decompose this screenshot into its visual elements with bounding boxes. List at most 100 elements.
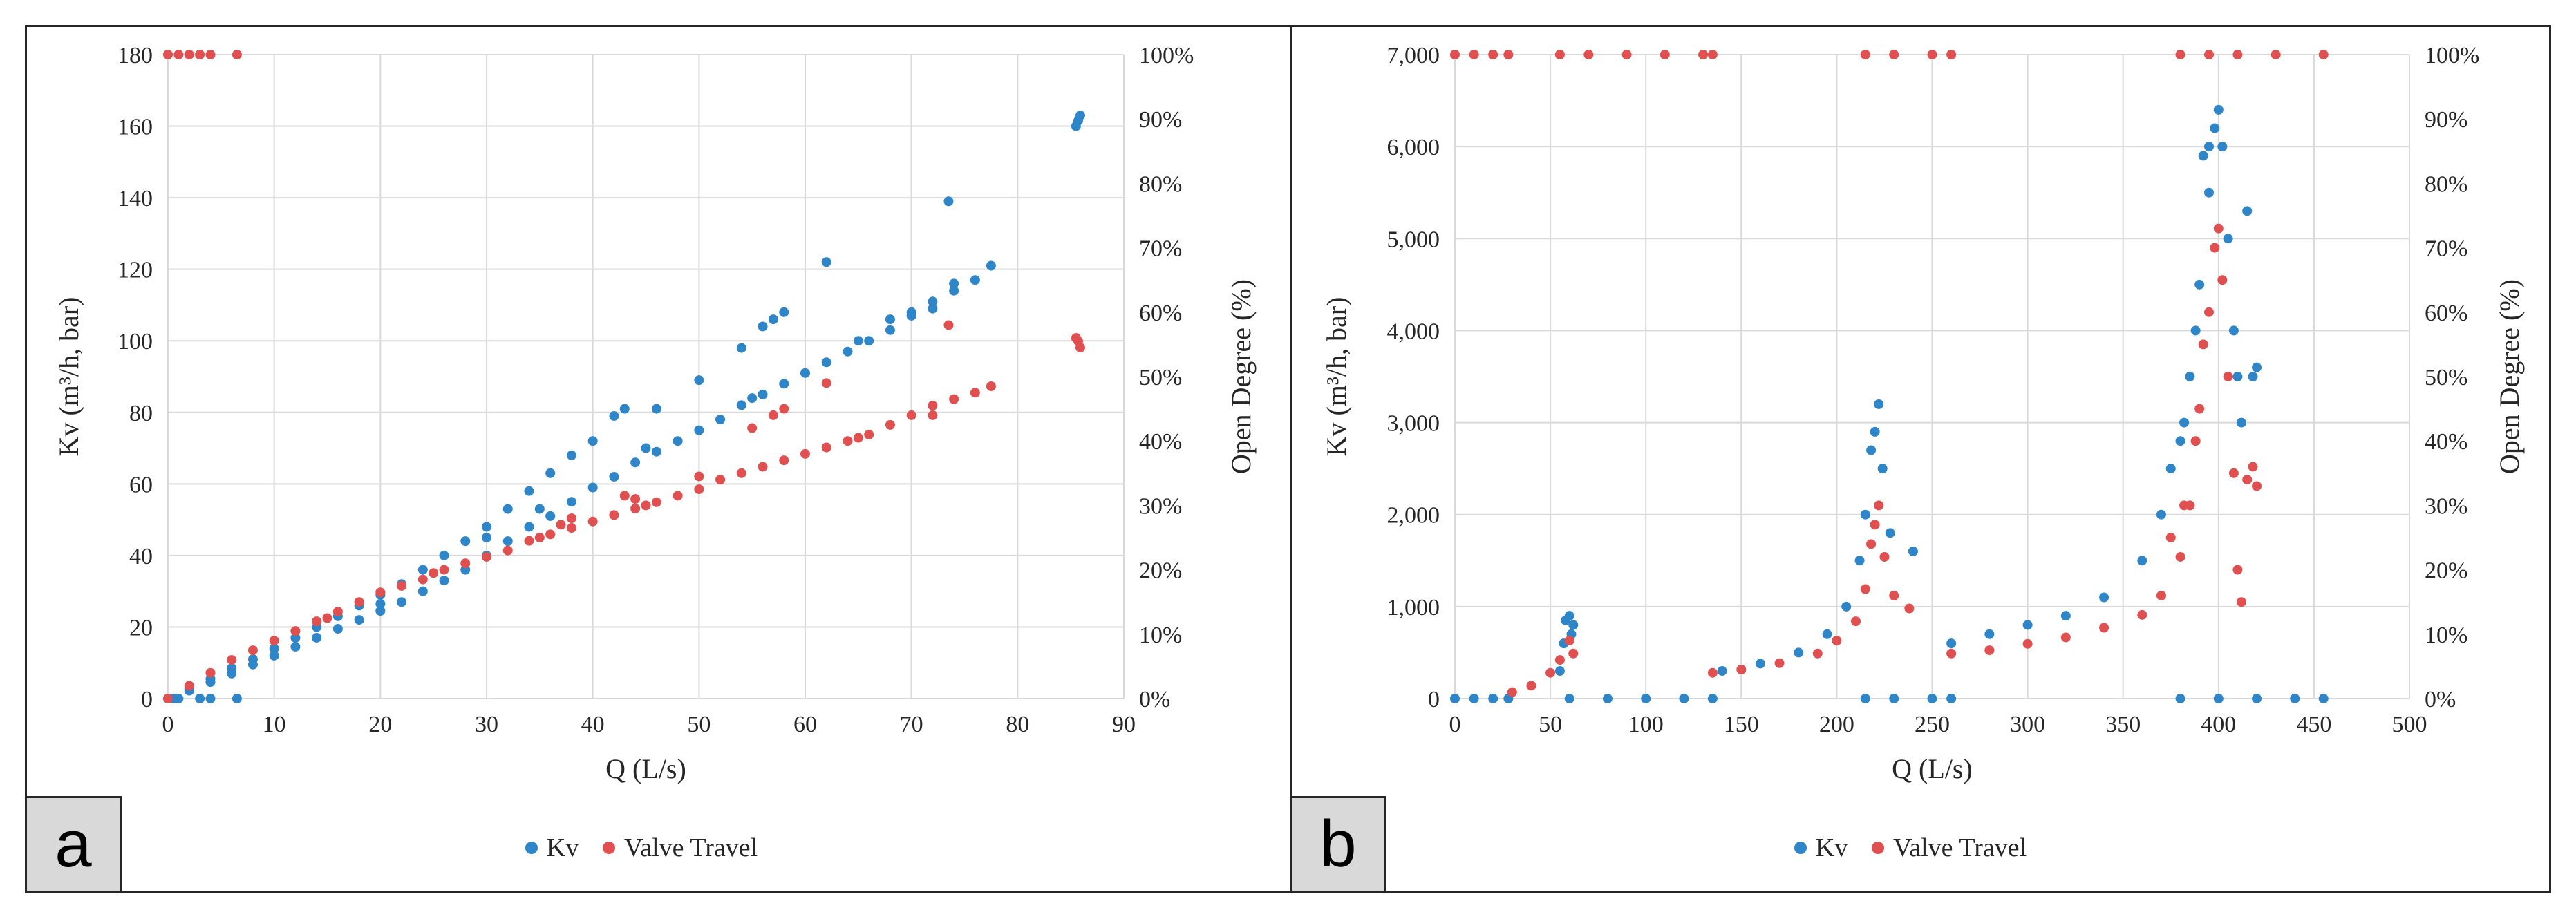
data-point <box>609 410 619 421</box>
data-point <box>630 504 641 514</box>
data-point <box>1904 603 1915 614</box>
data-point <box>2194 279 2205 290</box>
y2-tick-label: 60% <box>2425 301 2467 326</box>
series-valve-travel <box>163 50 1085 703</box>
data-point <box>2179 417 2190 428</box>
y-tick-label: 80 <box>129 401 153 426</box>
data-point <box>290 632 301 643</box>
data-point <box>354 615 364 625</box>
data-point <box>906 307 916 317</box>
data-point <box>439 550 449 560</box>
data-point <box>1641 694 1651 703</box>
data-point <box>928 303 938 314</box>
data-point <box>1889 590 1899 600</box>
data-point <box>205 677 216 688</box>
data-point <box>943 196 954 207</box>
legend: Kv Valve Travel <box>1794 833 2027 862</box>
data-point <box>1908 546 1918 556</box>
y2-tick-label: 10% <box>2425 623 2467 648</box>
data-point <box>2175 436 2185 446</box>
data-point <box>2175 694 2185 703</box>
series-kv <box>1450 104 2329 703</box>
data-point <box>587 436 598 446</box>
y2-tick-label: 100% <box>2425 43 2479 68</box>
data-point <box>322 613 332 623</box>
data-point <box>619 404 630 414</box>
data-point <box>1075 111 1085 121</box>
data-point <box>779 379 789 389</box>
y-tick-label: 5,000 <box>1387 227 1440 252</box>
data-point <box>2290 694 2300 703</box>
data-point <box>566 513 576 524</box>
x-tick-label: 100 <box>1628 712 1664 737</box>
data-point <box>1794 647 1804 658</box>
data-point <box>1854 556 1865 566</box>
data-point <box>2252 362 2262 372</box>
y2-tick-label: 20% <box>1139 558 1182 584</box>
data-point <box>1822 629 1832 639</box>
data-point <box>2203 187 2214 198</box>
x-tick-label: 200 <box>1819 712 1854 737</box>
data-point <box>1927 50 1937 59</box>
y-tick-label: 40 <box>129 544 153 569</box>
data-point <box>1488 694 1498 703</box>
data-point <box>1885 528 1895 538</box>
data-point <box>1488 50 1498 59</box>
data-point <box>566 523 576 533</box>
data-point <box>269 643 279 654</box>
data-point <box>673 436 683 446</box>
data-point <box>986 260 996 271</box>
y-tick-label: 140 <box>117 186 153 211</box>
data-point <box>2242 206 2253 216</box>
data-point <box>247 645 258 656</box>
data-point <box>269 636 279 646</box>
data-point <box>1832 636 1842 646</box>
y-tick-label: 7,000 <box>1387 43 1440 68</box>
legend-label-kv: Kv <box>547 833 579 862</box>
data-point <box>2022 620 2033 630</box>
data-point <box>943 320 954 330</box>
data-point <box>566 497 576 507</box>
y2-tick-label: 40% <box>1139 429 1182 455</box>
data-point <box>2210 243 2220 253</box>
data-point <box>2318 50 2329 59</box>
data-point <box>2060 611 2071 621</box>
data-point <box>2232 565 2243 575</box>
panel-b: 0 50 100 150 200 250 300 350 400 450 500 0 1,000 2,00… <box>1290 25 2551 893</box>
y-tick-label: 1,000 <box>1387 595 1440 620</box>
y2-tick-label: 80% <box>1139 171 1182 197</box>
data-point <box>747 423 758 433</box>
data-point <box>2137 556 2147 566</box>
data-point <box>694 471 704 482</box>
data-point <box>1707 667 1718 678</box>
data-point <box>2137 609 2147 620</box>
y2-tick-label: 90% <box>1139 107 1182 133</box>
data-point <box>821 442 831 453</box>
data-point <box>1450 694 1460 703</box>
data-point <box>1755 659 1765 669</box>
series-kv <box>163 111 1085 703</box>
data-point <box>949 394 959 404</box>
data-point <box>970 388 980 398</box>
y2-tick-label: 80% <box>2425 171 2467 197</box>
data-point <box>736 400 746 410</box>
data-point <box>184 50 194 59</box>
panel-a: 0 10 20 30 40 50 60 70 80 90 0 20 40 60 80 100 120 140 160… <box>25 25 1292 893</box>
data-point <box>2022 638 2033 649</box>
legend-marker-kv <box>525 842 538 854</box>
legend-label-valve-travel: Valve Travel <box>624 833 758 862</box>
data-point <box>232 50 242 59</box>
data-point <box>2252 481 2262 491</box>
data-point <box>290 641 301 652</box>
y2-tick-label: 40% <box>2425 429 2467 455</box>
data-point <box>768 410 778 420</box>
data-point <box>609 471 619 482</box>
y-axis-title: Kv (m³/h, bar) <box>1321 297 1352 457</box>
data-point <box>779 404 789 414</box>
data-point <box>417 586 428 596</box>
data-point <box>821 357 831 368</box>
data-point <box>715 415 726 425</box>
x-tick-label: 60 <box>793 712 817 737</box>
data-point <box>928 400 938 410</box>
data-point <box>758 321 768 332</box>
